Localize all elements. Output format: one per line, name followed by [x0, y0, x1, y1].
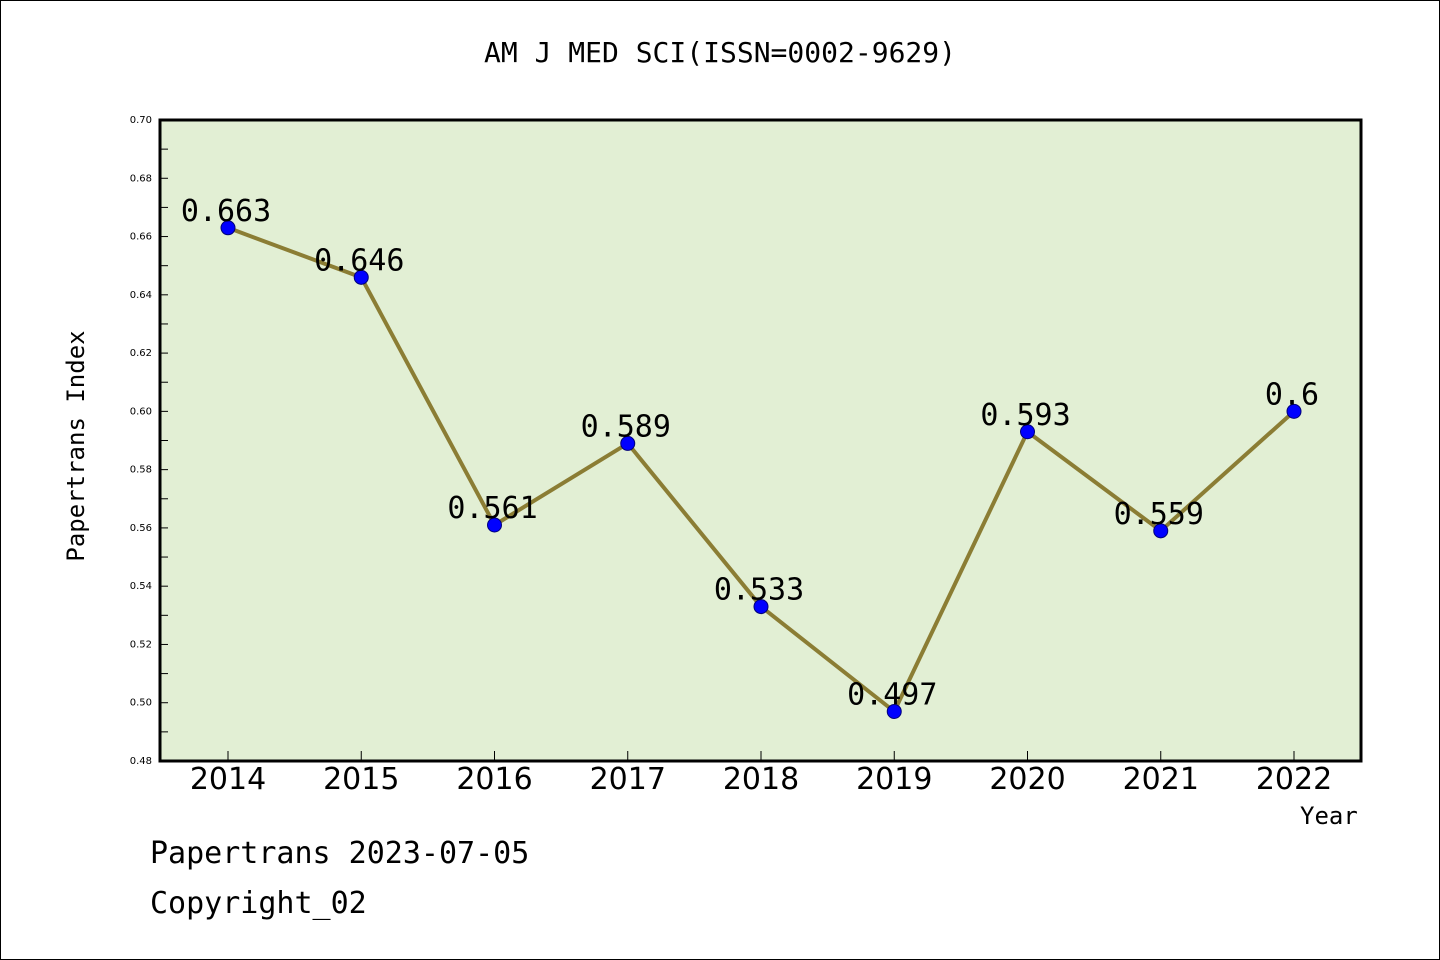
data-point-2015	[353, 269, 369, 285]
data-label-2020: 0.593	[980, 398, 1070, 433]
y-tick-label: 0.60	[130, 406, 152, 417]
data-label-2017: 0.589	[581, 409, 671, 444]
y-tick-label: 0.70	[130, 115, 152, 126]
y-axis-ticks: 0.48 0.50 0.52 0.54 0.56 0.58 0.60 0.62 0.64 0.66…	[130, 115, 168, 767]
y-tick-label: 0.50	[130, 698, 152, 709]
data-point-2017	[620, 435, 636, 451]
data-label-2016: 0.561	[447, 491, 537, 526]
data-label-2019: 0.497	[847, 677, 937, 712]
x-tick-label: 2017	[590, 762, 666, 797]
x-tick-label: 2018	[723, 762, 799, 797]
x-axis-label: Year	[1300, 802, 1358, 830]
data-label-2015: 0.646	[314, 243, 404, 278]
y-tick-label: 0.48	[130, 756, 152, 767]
data-point-2016	[487, 517, 502, 533]
data-point-2018	[753, 599, 769, 615]
data-point-2021	[1153, 523, 1169, 539]
data-label-2018: 0.533	[714, 573, 804, 608]
y-tick-label: 0.64	[130, 290, 152, 301]
x-tick-label: 2021	[1123, 762, 1199, 797]
y-tick-label: 0.54	[130, 581, 152, 592]
x-tick-label: 2014	[190, 762, 266, 797]
data-point-2019	[886, 703, 902, 719]
footer-copyright: Copyright_02	[150, 886, 367, 921]
x-tick-label: 2020	[989, 762, 1065, 797]
y-tick-label: 0.56	[130, 523, 152, 534]
x-tick-label: 2015	[323, 762, 399, 797]
x-tick-label: 2022	[1256, 762, 1332, 797]
data-label-2021: 0.559	[1114, 497, 1204, 532]
y-tick-label: 0.62	[130, 348, 152, 359]
data-label-2014: 0.663	[181, 194, 271, 229]
series-markers	[220, 220, 1302, 719]
y-tick-label: 0.66	[130, 232, 152, 243]
y-tick-label: 0.58	[130, 465, 152, 476]
footer-date: Papertrans 2023-07-05	[150, 836, 530, 871]
data-label-2022: 0.6	[1265, 377, 1319, 412]
x-axis-ticks: 2014 2015 2016 2017 2018 2019 2020 2021 2022	[190, 751, 1332, 797]
plot-area	[158, 118, 1363, 763]
y-tick-label: 0.68	[130, 173, 152, 184]
data-labels: 0.663 0.646 0.561 0.589 0.533 0.497 0.593 0.559…	[181, 194, 1319, 713]
chart-title: AM J MED SCI(ISSN=0002-9629)	[483, 36, 956, 69]
x-tick-label: 2016	[456, 762, 532, 797]
data-point-2014	[220, 220, 236, 236]
y-tick-label: 0.52	[130, 639, 152, 650]
data-point-2022	[1286, 403, 1302, 419]
data-point-2020	[1020, 424, 1035, 440]
x-tick-label: 2019	[856, 762, 932, 797]
